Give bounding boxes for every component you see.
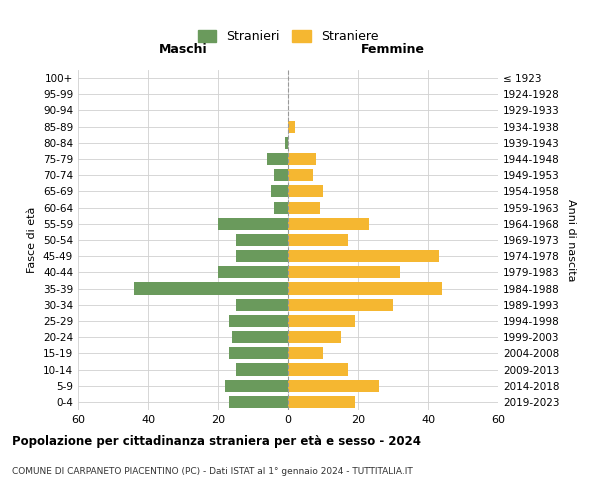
Bar — [288, 282, 442, 294]
Legend: Stranieri, Straniere: Stranieri, Straniere — [193, 25, 383, 48]
Bar — [274, 202, 288, 213]
Bar — [288, 169, 313, 181]
Bar — [229, 315, 288, 327]
Bar — [271, 186, 288, 198]
Bar — [288, 315, 355, 327]
Bar — [229, 348, 288, 360]
Bar — [235, 298, 288, 311]
Bar — [235, 250, 288, 262]
Bar — [288, 250, 439, 262]
Bar — [284, 137, 288, 149]
Text: Popolazione per cittadinanza straniera per età e sesso - 2024: Popolazione per cittadinanza straniera p… — [12, 435, 421, 448]
Bar — [288, 153, 316, 165]
Text: Maschi: Maschi — [158, 44, 208, 57]
Bar — [288, 266, 400, 278]
Bar — [288, 186, 323, 198]
Bar — [134, 282, 288, 294]
Bar — [288, 218, 368, 230]
Bar — [288, 348, 323, 360]
Bar — [274, 169, 288, 181]
Bar — [288, 364, 347, 376]
Bar — [288, 202, 320, 213]
Bar — [288, 120, 295, 132]
Y-axis label: Anni di nascita: Anni di nascita — [566, 198, 576, 281]
Bar — [288, 298, 393, 311]
Bar — [229, 396, 288, 408]
Y-axis label: Fasce di età: Fasce di età — [28, 207, 37, 273]
Bar — [267, 153, 288, 165]
Bar — [218, 266, 288, 278]
Text: Femmine: Femmine — [361, 44, 425, 57]
Text: COMUNE DI CARPANETO PIACENTINO (PC) - Dati ISTAT al 1° gennaio 2024 - TUTTITALIA: COMUNE DI CARPANETO PIACENTINO (PC) - Da… — [12, 468, 413, 476]
Bar — [235, 234, 288, 246]
Bar — [288, 331, 341, 343]
Bar — [225, 380, 288, 392]
Bar — [288, 234, 347, 246]
Bar — [288, 396, 355, 408]
Bar — [235, 364, 288, 376]
Bar — [232, 331, 288, 343]
Bar — [218, 218, 288, 230]
Bar — [288, 380, 379, 392]
